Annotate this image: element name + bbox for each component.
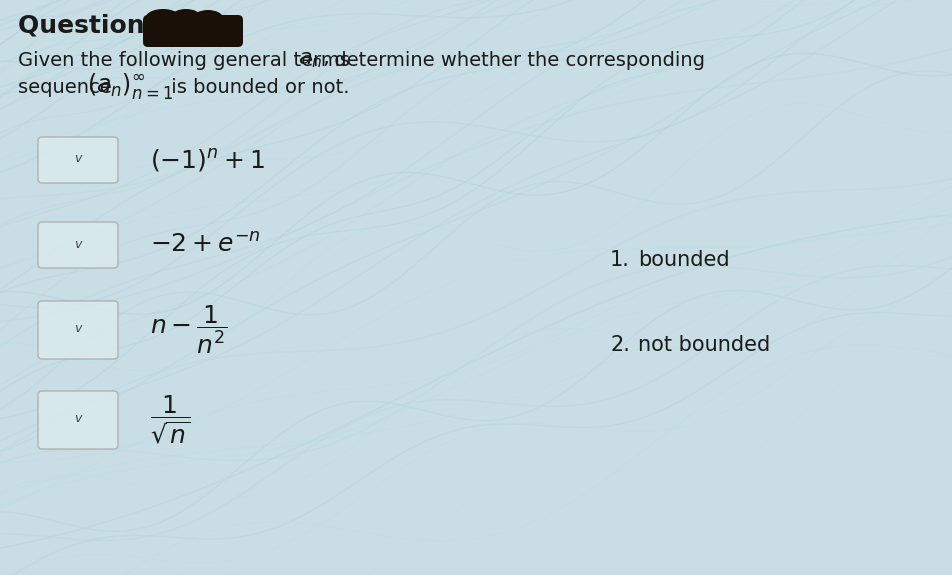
Text: 1.: 1. — [610, 250, 630, 270]
Text: not bounded: not bounded — [638, 335, 770, 355]
Text: $(a_n)_{n=1}^{\infty}$: $(a_n)_{n=1}^{\infty}$ — [87, 71, 173, 101]
FancyBboxPatch shape — [38, 301, 118, 359]
Text: v: v — [74, 237, 82, 251]
Text: v: v — [74, 412, 82, 426]
FancyBboxPatch shape — [38, 222, 118, 268]
Text: $n - \dfrac{1}{n^2}$: $n - \dfrac{1}{n^2}$ — [150, 304, 228, 356]
Text: bounded: bounded — [638, 250, 729, 270]
Text: $-2 + e^{-n}$: $-2 + e^{-n}$ — [150, 233, 261, 257]
Text: 2.: 2. — [610, 335, 630, 355]
Ellipse shape — [193, 10, 223, 26]
FancyBboxPatch shape — [38, 391, 118, 449]
Text: Given the following general terms: Given the following general terms — [18, 51, 356, 70]
Text: determine whether the corresponding: determine whether the corresponding — [328, 51, 705, 70]
Text: $\dfrac{1}{\sqrt{n}}$: $\dfrac{1}{\sqrt{n}}$ — [150, 394, 190, 446]
Text: $a_n$,: $a_n$, — [298, 50, 329, 70]
Text: v: v — [74, 152, 82, 166]
FancyBboxPatch shape — [143, 15, 243, 47]
Ellipse shape — [172, 9, 200, 23]
Text: Question 8: Question 8 — [18, 13, 170, 37]
Text: v: v — [74, 323, 82, 335]
Ellipse shape — [146, 9, 181, 27]
Text: sequence: sequence — [18, 78, 118, 97]
Text: $(-1)^n + 1$: $(-1)^n + 1$ — [150, 147, 265, 174]
FancyBboxPatch shape — [38, 137, 118, 183]
Text: is bounded or not.: is bounded or not. — [165, 78, 349, 97]
